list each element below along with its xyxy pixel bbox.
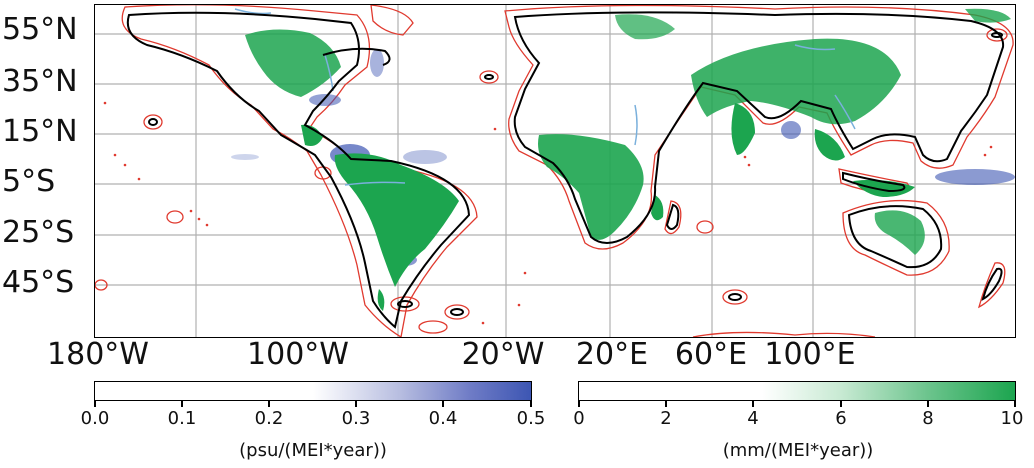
salinity-tick-label: 0.0: [80, 408, 110, 429]
precip-tick: [578, 401, 580, 407]
salinity-tick: [181, 401, 183, 407]
salinity-tick-label: 0.3: [341, 408, 371, 429]
world-map: [95, 5, 1015, 337]
precip-tick: [1014, 401, 1016, 407]
salinity-tick: [355, 401, 357, 407]
lon-label-60e: 60°E: [674, 337, 748, 372]
precip-tick-label: 6: [835, 408, 847, 429]
lat-label-55n: 55°N: [2, 12, 78, 47]
map-panel: [94, 4, 1016, 338]
salinity-tick: [442, 401, 444, 407]
rivers: [234, 8, 856, 186]
salinity-tick-label: 0.4: [428, 408, 458, 429]
salinity-tick: [268, 401, 270, 407]
lon-label-100w: 100°W: [247, 337, 349, 372]
island-dots: [103, 101, 993, 325]
salinity-trend: [231, 49, 1015, 266]
salinity-tick-label: 0.1: [167, 408, 197, 429]
precipitation-trend: [245, 8, 1011, 311]
salinity-colorbar: [94, 381, 532, 401]
precip-tick: [752, 401, 754, 407]
lon-label-20e: 20°E: [575, 337, 649, 372]
lat-label-35n: 35°N: [2, 64, 78, 99]
precip-tick-label: 4: [747, 408, 759, 429]
precip-tick-label: 10: [1000, 408, 1024, 429]
salinity-unit-label: (psu/(MEI*year)): [239, 440, 387, 461]
precipitation-unit-label: (mm/(MEI*year)): [722, 440, 874, 461]
lon-label-180w: 180°W: [47, 337, 149, 372]
precip-tick-label: 8: [922, 408, 934, 429]
lat-label-25s: 25°S: [2, 215, 75, 250]
precip-tick: [840, 401, 842, 407]
lon-label-20w: 20°W: [461, 337, 545, 372]
precip-tick-label: 2: [660, 408, 672, 429]
precip-tick: [927, 401, 929, 407]
precip-tick: [665, 401, 667, 407]
lat-label-15n: 15°N: [2, 114, 78, 149]
coastline: [126, 11, 1005, 329]
precipitation-colorbar: [578, 381, 1016, 401]
salinity-tick-label: 0.5: [516, 408, 546, 429]
salinity-tick-label: 0.2: [254, 408, 284, 429]
precip-tick-label: 0: [573, 408, 585, 429]
salinity-tick: [530, 401, 532, 407]
lat-label-5s: 5°S: [2, 164, 56, 199]
lat-label-45s: 45°S: [2, 265, 75, 300]
lon-label-100e: 100°E: [764, 337, 856, 372]
salinity-tick: [94, 401, 96, 407]
